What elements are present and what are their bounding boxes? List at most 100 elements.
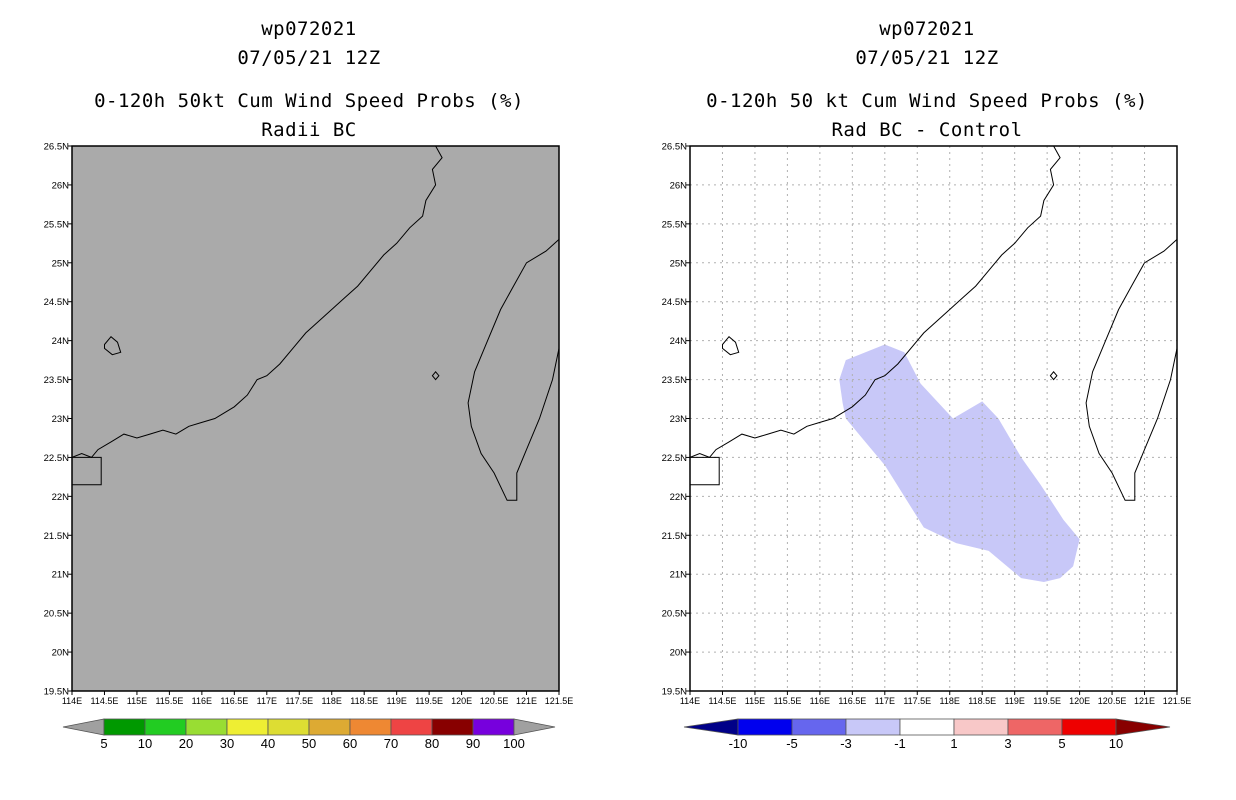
chart-title-storm: wp072021	[261, 18, 357, 40]
y-tick-label: 25.5N	[662, 219, 687, 230]
colorbar-label: -3	[840, 736, 852, 751]
colorbar-label: 50	[302, 736, 316, 751]
x-tick-label: 120.5E	[1098, 696, 1127, 706]
colorbar-label: 30	[220, 736, 234, 751]
x-tick-label: 115E	[745, 696, 765, 706]
y-tick-label: 24N	[52, 336, 70, 347]
y-tick-label: 23N	[670, 414, 688, 425]
colorbar-label: 90	[466, 736, 480, 751]
colorbar-label: 20	[179, 736, 193, 751]
hong-kong-box	[690, 456, 720, 486]
y-tick-label: 21N	[52, 570, 70, 581]
chart-title-storm: wp072021	[879, 18, 975, 40]
x-tick-label: 117E	[875, 696, 895, 706]
colorbar-segment	[1007, 718, 1063, 736]
x-tick-label: 114E	[680, 696, 700, 706]
left-chart-panel: wp072021 07/05/21 12Z 0-120h 50kt Cum Wi…	[44, 18, 574, 752]
colorbar-label: 80	[425, 736, 439, 751]
colorbar-segment	[185, 718, 228, 736]
y-tick-label: 25N	[52, 258, 70, 269]
colorbar-label: -10	[729, 736, 748, 751]
x-tick-label: 118E	[322, 696, 342, 706]
y-tick-label: 25N	[670, 258, 688, 269]
y-tick-label: 22.5N	[44, 453, 69, 464]
taiwan-coastline	[1085, 239, 1178, 501]
colorbar-label: 3	[1004, 736, 1011, 751]
x-tick-label: 117E	[257, 696, 277, 706]
colorbar-segment	[472, 718, 515, 736]
hong-kong-box	[72, 456, 102, 486]
y-tick-label: 25.5N	[44, 219, 69, 230]
y-tick-label: 22.5N	[662, 453, 687, 464]
x-tick-label: 117.5E	[903, 696, 931, 706]
colorbar-label: 40	[261, 736, 275, 751]
x-tick-label: 116E	[810, 696, 830, 706]
colorbar-segment	[1061, 718, 1117, 736]
y-tick-label: 20N	[670, 648, 688, 659]
x-tick-label: 115.5E	[773, 696, 801, 706]
x-tick-label: 118.5E	[350, 696, 378, 706]
colorbar-label: -5	[786, 736, 798, 751]
colorbar-segment	[845, 718, 901, 736]
y-tick-label: 21N	[670, 570, 688, 581]
x-tick-label: 120E	[451, 696, 472, 706]
y-tick-label: 20.5N	[662, 609, 687, 620]
x-tick-label: 115E	[127, 696, 147, 706]
colorbar-segment	[144, 718, 187, 736]
island-outline	[104, 335, 122, 356]
x-tick-label: 121.5E	[545, 696, 574, 706]
colorbar-arrow-right	[1115, 718, 1171, 736]
colorbar-arrow-left	[62, 718, 105, 736]
x-tick-label: 114.5E	[709, 696, 737, 706]
x-tick-label: 114E	[62, 696, 82, 706]
colorbar-segment	[103, 718, 146, 736]
colorbar-segment	[737, 718, 793, 736]
y-tick-label: 24.5N	[662, 297, 687, 308]
y-tick-label: 23.5N	[44, 375, 69, 386]
colorbar-label: 10	[1109, 736, 1123, 751]
x-tick-label: 115.5E	[155, 696, 183, 706]
chart-title-date: 07/05/21 12Z	[855, 47, 999, 69]
x-tick-label: 117.5E	[285, 696, 313, 706]
chart-subtitle: Rad BC - Control	[831, 119, 1023, 141]
y-tick-label: 19.5N	[662, 687, 687, 698]
chart-title-product: 0-120h 50kt Cum Wind Speed Probs (%)	[94, 90, 524, 112]
right-chart-panel: wp072021 07/05/21 12Z 0-120h 50 kt Cum W…	[618, 0, 1236, 800]
y-tick-label: 26.5N	[44, 142, 69, 153]
y-tick-label: 22N	[670, 492, 688, 503]
y-tick-label: 23N	[52, 414, 70, 425]
x-tick-label: 119E	[386, 696, 406, 706]
x-tick-label: 120.5E	[480, 696, 509, 706]
shaded-probability-region	[839, 344, 1080, 582]
colorbar-label: 10	[138, 736, 152, 751]
map-plot: 19.5N 20N 20.5N 21N 21.5N 22N 22.5N 23N 23.5N 24N…	[662, 142, 1192, 752]
plot-background	[72, 146, 559, 691]
y-tick-label: 19.5N	[44, 687, 69, 698]
y-tick-label: 23.5N	[662, 375, 687, 386]
x-tick-label: 121E	[516, 696, 537, 706]
y-tick-label: 21.5N	[662, 531, 687, 542]
x-tick-label: 121E	[1134, 696, 1155, 706]
x-tick-label: 119.5E	[1033, 696, 1061, 706]
colorbar-segment	[226, 718, 269, 736]
x-tick-label: 116.5E	[838, 696, 866, 706]
island-outline	[722, 335, 740, 356]
colorbar-segment	[390, 718, 433, 736]
y-tick-label: 26N	[52, 180, 70, 191]
y-tick-label: 24N	[670, 336, 688, 347]
taiwan-coastline	[467, 239, 560, 501]
x-tick-label: 121.5E	[1163, 696, 1192, 706]
colorbar-segment	[308, 718, 351, 736]
chart-title-product: 0-120h 50 kt Cum Wind Speed Probs (%)	[706, 90, 1148, 112]
colorbar-segment	[431, 718, 474, 736]
y-tick-label: 20N	[52, 648, 70, 659]
x-tick-label: 118E	[940, 696, 960, 706]
colorbar-label: 70	[384, 736, 398, 751]
y-tick-label: 26.5N	[662, 142, 687, 153]
colorbar-arrow-right	[513, 718, 556, 736]
map-plot: 19.5N 20N 20.5N 21N 21.5N 22N 22.5N 23N 23.5N 24N…	[44, 142, 574, 752]
colorbar-label: 1	[950, 736, 957, 751]
colorbar-segment	[791, 718, 847, 736]
y-tick-label: 21.5N	[44, 531, 69, 542]
chart-subtitle: Radii BC	[261, 119, 357, 141]
